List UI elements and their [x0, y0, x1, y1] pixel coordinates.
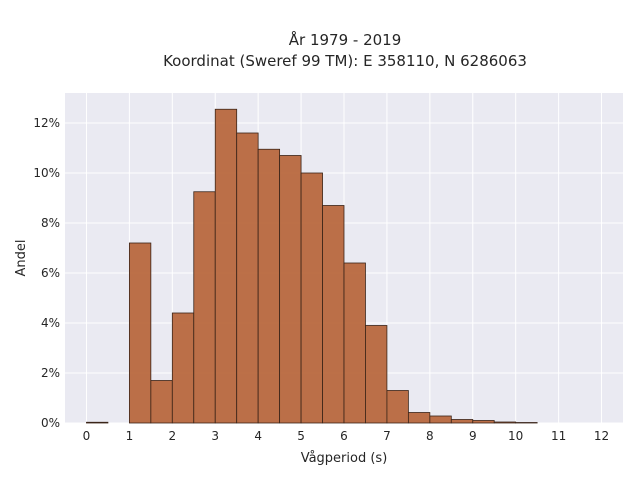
bar-2: [150, 380, 173, 424]
x-tick-label-8: 8: [426, 429, 434, 443]
y-tick-label-0: 0%: [41, 416, 60, 430]
x-tick-label-4: 4: [254, 429, 262, 443]
bar-16: [450, 419, 474, 424]
bar-15: [429, 415, 452, 424]
x-tick-label-9: 9: [469, 429, 477, 443]
x-axis-ticks: 0 1 2 3 4 5 6 7 8 9 10 11 12: [83, 429, 610, 443]
y-axis-ticks: 0% 2% 4% 6% 8% 10% 12%: [33, 116, 60, 430]
bar-14: [407, 412, 431, 424]
y-tick-label-4: 8%: [41, 216, 60, 230]
bar-10: [322, 205, 345, 424]
bar-8: [279, 155, 302, 424]
x-tick-label-0: 0: [83, 429, 91, 443]
bar-9: [300, 172, 323, 424]
bar-13: [386, 390, 409, 424]
y-axis-label: Andel: [14, 240, 29, 277]
x-tick-label-11: 11: [551, 429, 566, 443]
y-tick-label-1: 2%: [41, 366, 60, 380]
x-tick-label-5: 5: [297, 429, 305, 443]
bar-3: [171, 312, 195, 424]
bar-19: [515, 422, 538, 424]
x-tick-label-12: 12: [594, 429, 609, 443]
bar-18: [493, 421, 517, 424]
bar-0: [86, 421, 109, 424]
y-tick-label-6: 12%: [33, 116, 60, 130]
x-tick-label-3: 3: [211, 429, 219, 443]
bar-17: [472, 420, 495, 424]
chart-subtitle: Koordinat (Sweref 99 TM): E 358110, N 62…: [163, 52, 527, 70]
x-axis-label: Vågperiod (s): [301, 451, 388, 466]
bar-11: [343, 262, 366, 424]
x-tick-label-1: 1: [126, 429, 134, 443]
x-tick-label-7: 7: [383, 429, 391, 443]
y-tick-label-5: 10%: [33, 166, 60, 180]
bar-5: [214, 108, 238, 424]
bar-7: [257, 148, 281, 424]
y-tick-label-3: 6%: [41, 266, 60, 280]
bar-4: [193, 191, 216, 424]
chart-title: År 1979 - 2019: [289, 30, 402, 49]
x-tick-label-10: 10: [508, 429, 523, 443]
bar-6: [236, 132, 259, 424]
bars: [86, 108, 538, 424]
bar-1: [128, 242, 152, 424]
y-tick-label-2: 4%: [41, 316, 60, 330]
x-tick-label-6: 6: [340, 429, 348, 443]
bar-12: [365, 325, 388, 424]
x-tick-label-2: 2: [168, 429, 176, 443]
